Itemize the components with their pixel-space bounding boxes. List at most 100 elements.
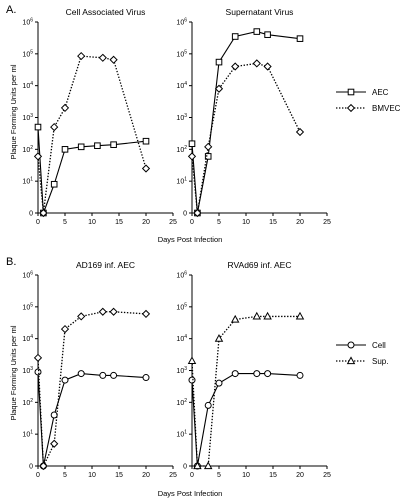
chart-title: RVAd69 inf. AEC [228,260,292,270]
legend-b: Cell Sup. [336,341,388,366]
series-line [191,31,301,214]
data-point [203,461,213,470]
x-tick-label: 25 [169,219,177,226]
y-tick-label: 102 [176,398,187,407]
chart-panel-2: 0 101 102 103 104 105 106 0 5 10 15 20 25 Supernatant… [176,7,331,226]
data-point [77,370,85,378]
data-point [188,376,196,384]
chart-title: Supernatant Virus [226,7,294,17]
data-point [60,103,70,113]
y-tick-label: 104 [176,81,187,90]
x-tick-label: 0 [190,219,194,226]
data-point [295,127,305,137]
data-point [34,368,42,376]
x-tick-label: 15 [269,219,277,226]
x-tick-label: 0 [36,219,40,226]
y-tick-label: 0 [29,464,33,471]
data-point [94,142,101,150]
y-axis-label-b: Plaque Forming Units per ml [9,325,18,420]
data-point [39,208,48,218]
x-tick-label: 20 [296,219,304,226]
data-point [77,51,86,61]
series-bmvec [187,59,305,218]
legend-marker [346,103,356,113]
y-tick-label: 102 [22,145,33,154]
data-point [60,324,70,334]
y-tick-label: 101 [22,177,33,186]
data-point [50,180,58,188]
data-point [214,84,224,93]
series-aec [188,28,304,217]
series-cell [188,370,304,470]
series-cell [34,368,150,470]
data-point [98,53,107,62]
y-tick-label: 0 [183,464,187,471]
y-tick-label: 0 [183,211,187,218]
panel-label-a: A. [6,4,16,16]
x-tick-label: 10 [242,472,250,479]
data-point [296,371,304,379]
x-tick-label: 5 [217,472,221,479]
data-point [141,164,151,173]
y-tick-label: 104 [176,334,187,343]
x-tick-label: 20 [142,219,150,226]
data-point [230,314,240,323]
series-sup- [187,311,305,470]
y-tick-label: 103 [176,366,187,375]
data-point [33,353,43,362]
x-tick-label: 25 [323,219,331,226]
data-point [204,401,212,409]
x-axis-label-a: Days Post Infection [158,235,223,244]
x-tick-label: 0 [36,472,40,479]
x-tick-label: 5 [63,472,67,479]
legend-label: Cell [372,341,386,350]
x-axis-label-b: Days Post Infection [158,489,223,498]
data-point [215,58,223,66]
legend-marker [347,88,355,96]
y-tick-label: 103 [22,366,33,375]
chart-title: AD169 inf. AEC [76,260,135,270]
data-point [264,370,272,378]
chart-title: Cell Associated Virus [66,7,146,17]
data-point [109,55,118,64]
data-point [141,309,151,319]
x-tick-label: 20 [296,472,304,479]
x-tick-label: 15 [269,472,277,479]
y-axis-label-a: Plaque Forming Units per ml [9,64,18,159]
data-point [34,123,42,131]
x-tick-label: 25 [323,472,331,479]
data-point [61,146,69,153]
series-line [191,62,301,214]
x-tick-label: 5 [63,219,67,226]
x-tick-label: 10 [88,472,96,479]
data-point [296,35,304,42]
x-tick-label: 15 [115,219,123,226]
y-tick-label: 105 [22,302,33,311]
x-tick-label: 20 [142,472,150,479]
data-point [61,376,69,384]
y-tick-label: 105 [22,49,33,58]
series-bmvec [33,51,151,218]
y-tick-label: 103 [176,113,187,122]
legend-label: BMVEC [372,104,400,113]
y-tick-label: 103 [22,113,33,122]
x-tick-label: 0 [190,472,194,479]
data-point [193,461,202,470]
series-line [37,127,147,214]
y-tick-label: 106 [176,271,187,280]
series-line [37,55,147,214]
y-tick-label: 102 [22,398,33,407]
data-point [204,153,212,160]
data-point [252,311,262,320]
data-point [110,371,118,379]
data-point [98,307,107,316]
data-point [263,62,272,71]
data-point [253,28,261,35]
y-tick-label: 104 [22,334,33,343]
data-point [187,356,197,365]
chart-panel-4: 0 101 102 103 104 105 106 0 5 10 15 20 25 RVAd69 inf.… [176,260,331,479]
data-point [231,62,240,71]
x-tick-label: 10 [88,219,96,226]
legend-marker [347,341,355,349]
